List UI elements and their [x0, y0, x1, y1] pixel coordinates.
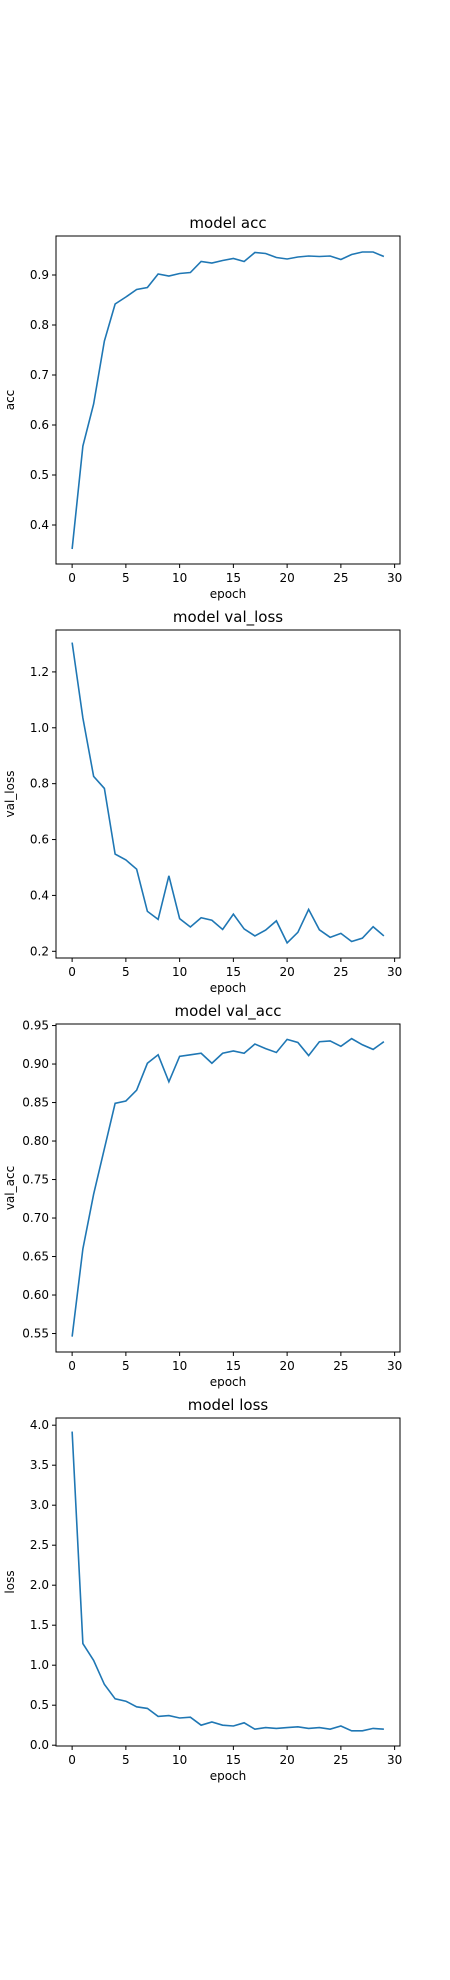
x-tick-label: 0: [68, 1753, 76, 1767]
series-line-1: [71, 642, 385, 945]
x-axis-label: epoch: [210, 1375, 247, 1389]
y-tick-label: 0.9: [30, 268, 49, 282]
x-tick-label: 15: [226, 965, 241, 979]
y-tick-label: 4.0: [30, 1418, 49, 1432]
y-tick-label: 0.4: [30, 518, 49, 532]
plot-frame: [55, 629, 401, 959]
x-tick-label: 10: [172, 965, 187, 979]
x-tick-label: 10: [172, 1359, 187, 1373]
y-tick-label: 0.60: [22, 1288, 49, 1302]
chart-panel-4: model loss 0 5 10 15 20 25 30 0.0 0.5 1.0 1.5 2.0 2.5…: [3, 1396, 402, 1783]
x-axis-label: epoch: [210, 587, 247, 601]
x-tick-label: 25: [333, 571, 348, 585]
plot-frame: [55, 1417, 401, 1747]
x-tick-label: 30: [387, 1753, 402, 1767]
y-axis-label: loss: [3, 1570, 17, 1593]
y-tick-label: 0.4: [30, 888, 49, 902]
x-tick-label: 30: [387, 1359, 402, 1373]
x-tick-label: 25: [333, 965, 348, 979]
y-tick-label: 0.85: [22, 1096, 49, 1110]
y-tick-label: 2.5: [30, 1538, 49, 1552]
x-tick-label: 5: [122, 571, 130, 585]
x-tick-label: 5: [122, 965, 130, 979]
y-tick-label: 1.0: [30, 1658, 49, 1672]
x-tick-label: 10: [172, 571, 187, 585]
x-tick-label: 20: [279, 1753, 294, 1767]
y-tick-label: 1.0: [30, 721, 49, 735]
x-tick-label: 15: [226, 571, 241, 585]
x-axis-label: epoch: [210, 981, 247, 995]
x-tick-label: 25: [333, 1359, 348, 1373]
x-tick-label: 15: [226, 1359, 241, 1373]
y-tick-label: 0.75: [22, 1173, 49, 1187]
series-line-1: [71, 1037, 385, 1337]
x-tick-label: 30: [387, 965, 402, 979]
x-tick-label: 20: [279, 571, 294, 585]
y-tick-label: 0.90: [22, 1057, 49, 1071]
chart-title: model loss: [188, 1396, 269, 1414]
y-tick-label: 0.8: [30, 318, 49, 332]
x-tick-label: 20: [279, 965, 294, 979]
chart-panel-1: model acc 0 5 10 15 20 25 30 0.4 0.5 0.6 0.7 0.8 0.9 e…: [3, 214, 402, 601]
chart-title: model val_loss: [173, 608, 283, 627]
x-tick-label: 10: [172, 1753, 187, 1767]
y-tick-label: 3.0: [30, 1498, 49, 1512]
y-tick-label: 0.8: [30, 777, 49, 791]
plot-frame: [55, 1023, 401, 1353]
x-tick-label: 0: [68, 965, 76, 979]
y-axis-label: val_acc: [3, 1166, 17, 1210]
y-tick-label: 0.5: [30, 468, 49, 482]
y-tick-label: 0.5: [30, 1698, 49, 1712]
y-tick-label: 3.5: [30, 1458, 49, 1472]
chart-panel-3: model val_acc 0 5 10 15 20 25 30 0.55 0.60 0.65 0.7…: [3, 1002, 402, 1389]
y-tick-label: 0.6: [30, 418, 49, 432]
x-tick-label: 0: [68, 1359, 76, 1373]
y-tick-label: 1.5: [30, 1618, 49, 1632]
chart-panel-2: model val_loss 0 5 10 15 20 25 30 0.2 0.4 0.6 0.8 1.…: [3, 608, 402, 995]
y-tick-label: 0.70: [22, 1211, 49, 1225]
y-tick-label: 0.7: [30, 368, 49, 382]
x-axis-label: epoch: [210, 1769, 247, 1783]
y-tick-label: 0.55: [22, 1327, 49, 1341]
x-tick-label: 5: [122, 1359, 130, 1373]
x-tick-label: 5: [122, 1753, 130, 1767]
x-tick-label: 25: [333, 1753, 348, 1767]
chart-title: model acc: [189, 214, 266, 232]
x-tick-label: 0: [68, 571, 76, 585]
y-axis-label: val_loss: [3, 771, 17, 818]
series-line-1: [71, 251, 385, 550]
y-tick-label: 0.0: [30, 1738, 49, 1752]
plot-frame: [55, 235, 401, 565]
y-tick-label: 0.80: [22, 1134, 49, 1148]
x-tick-label: 30: [387, 571, 402, 585]
y-tick-label: 2.0: [30, 1578, 49, 1592]
y-tick-label: 0.6: [30, 833, 49, 847]
x-tick-label: 20: [279, 1359, 294, 1373]
y-tick-label: 0.95: [22, 1019, 49, 1033]
y-axis-label: acc: [3, 390, 17, 411]
y-tick-label: 1.2: [30, 665, 49, 679]
y-tick-label: 0.2: [30, 944, 49, 958]
x-tick-label: 15: [226, 1753, 241, 1767]
series-line-1: [71, 1431, 384, 1732]
chart-title: model val_acc: [175, 1002, 282, 1021]
y-tick-label: 0.65: [22, 1250, 49, 1264]
